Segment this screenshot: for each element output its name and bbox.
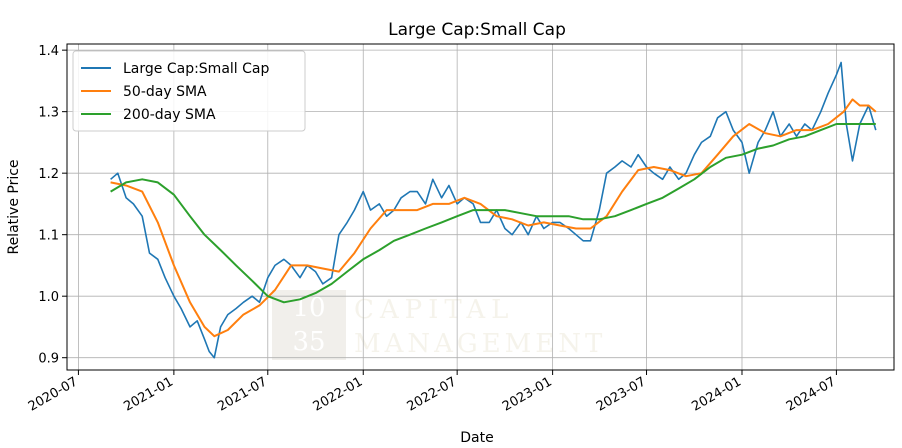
watermark-word-capital: CAPITAL [354,295,514,325]
watermark-number-top: 10 [292,293,325,323]
y-tick-label: 0.9 [38,352,59,367]
watermark: 10 35 CAPITAL MANAGEMENT [272,290,606,360]
watermark-number-bottom: 35 [292,327,325,357]
series-line-200-day-sma [110,123,876,304]
chart-title: Large Cap:Small Cap [388,20,566,40]
y-tick-label: 1.2 [38,167,59,182]
y-tick-label: 1.3 [38,106,59,121]
y-axis-title: Relative Price [6,159,22,254]
watermark-word-management: MANAGEMENT [354,329,606,359]
grid-lines [67,44,894,370]
series-group [110,61,877,359]
legend-frame [72,50,306,132]
legend-label-large-small-cap: Large Cap:Small Cap [123,61,269,77]
y-tick-label: 1.0 [38,290,59,305]
y-tick-label: 1.4 [38,44,59,59]
plot-frame [66,43,895,371]
legend-label-200-day-sma: 200-day SMA [123,107,216,123]
series-line-large-cap-small-cap [110,61,877,359]
series-line-50-day-sma [110,98,877,338]
legend: Large Cap:Small Cap 50-day SMA 200-day S… [72,50,306,132]
y-tick-label: 1.1 [38,229,59,244]
x-axis-title: Date [460,430,493,446]
legend-label-50-day-sma: 50-day SMA [123,84,207,100]
